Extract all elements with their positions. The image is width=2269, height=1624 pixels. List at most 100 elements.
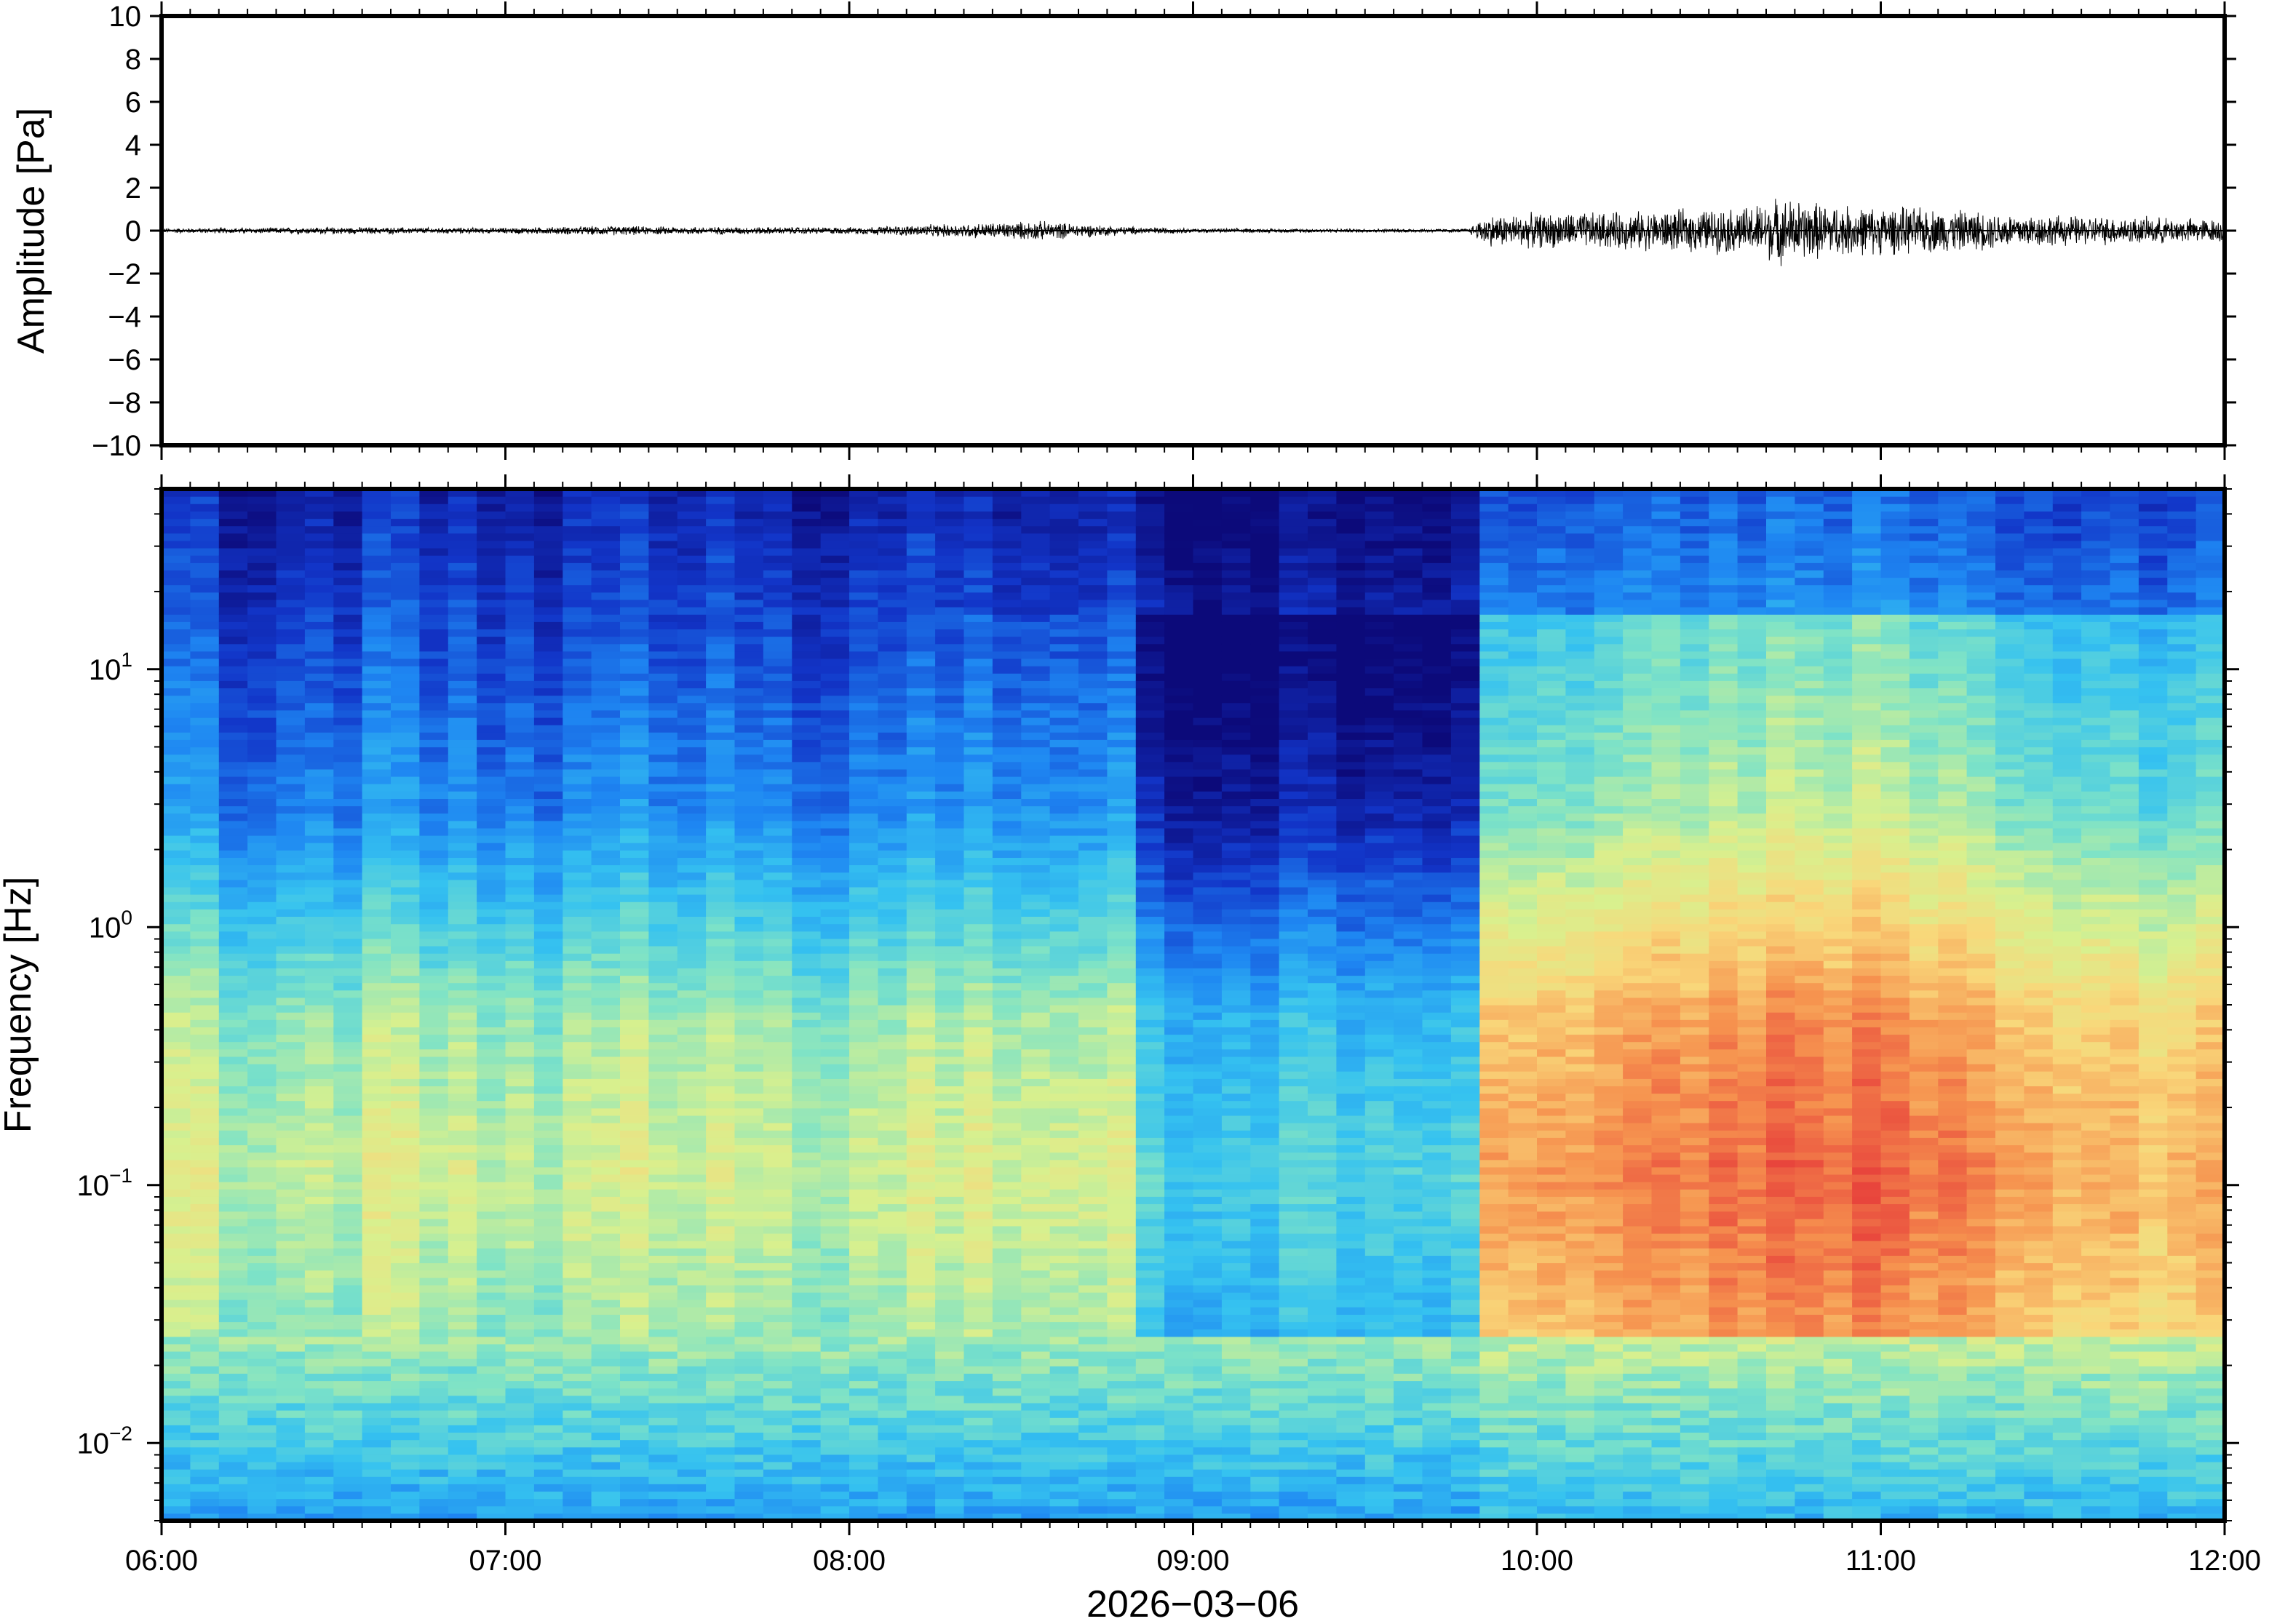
spectrogram-cell [247,754,277,763]
spectrogram-cell [792,732,822,740]
spectrogram-cell [820,1299,850,1307]
spectrogram-cell [1107,768,1137,777]
spectrogram-cell [706,1462,736,1470]
spectrogram-cell [677,850,707,858]
spectrogram-cell [276,946,306,954]
spectrogram-cell [304,1093,334,1102]
spectrogram-cell [563,717,592,725]
spectrogram-cell [648,872,678,880]
spectrogram-cell [849,1307,878,1315]
spectrogram-cell [448,1086,477,1094]
spectrogram-cell [1107,1329,1137,1337]
spectrogram-cell [218,1100,248,1109]
spectrogram-cell [533,1225,563,1234]
spectrogram-cell [448,1211,477,1219]
spectrogram-cell [963,592,993,600]
spectrogram-cell [190,592,220,600]
spectrogram-cell [333,621,363,629]
spectrogram-cell [648,1100,678,1109]
spectrogram-cell [563,931,592,939]
spectrogram-cell [963,872,993,880]
spectrogram-cell [591,1439,621,1448]
spectrogram-cell [533,592,563,600]
spectrogram-cell [505,643,535,652]
spectrogram-cell [563,901,592,909]
spectrogram-cell [935,1417,965,1425]
spectrogram-cell [477,1307,506,1315]
spectrogram-cell [304,643,334,652]
spectrogram-cell [734,1417,764,1425]
spectrogram-cell [1049,1012,1079,1020]
spectrogram-cell [190,1270,220,1278]
spectrogram-cell [419,1174,449,1182]
spectrogram-cell [247,1078,277,1086]
spectrogram-cell [1021,1307,1051,1315]
spectrogram-cell [477,1343,506,1352]
spectrogram-cell [1021,835,1051,843]
spectrogram-cell [304,555,334,563]
spectrogram-cell [992,1078,1022,1086]
spectrogram-cell [1107,857,1137,866]
spectrogram-cell [247,1307,277,1315]
spectrogram-cell [906,1123,936,1131]
spectrogram-cell [477,820,506,829]
spectrogram-cell [505,1041,535,1050]
spectrogram-cell [734,1373,764,1382]
spectrogram-cell [1135,1218,1165,1227]
spectrogram-cell [391,754,420,763]
spectrogram-cell [734,968,764,976]
spectrogram-cell [906,1469,936,1477]
spectrogram-cell [792,747,822,755]
spectrogram-cell [477,1262,506,1271]
spectrogram-cell [1021,1462,1051,1470]
spectrogram-cell [992,747,1022,755]
spectrogram-cell [878,1270,907,1278]
spectrogram-cell [906,1056,936,1064]
spectrogram-cell [878,1211,907,1219]
spectrogram-cell [218,695,248,704]
spectrogram-cell [362,1329,392,1337]
spectrogram-cell [563,1388,592,1396]
spectrogram-cell [906,960,936,968]
spectrogram-cell [878,1115,907,1123]
spectrogram-cell [419,1115,449,1123]
spectrogram-cell [304,1189,334,1197]
spectrogram-cell [304,1491,334,1500]
spectrogram-cell [1107,1233,1137,1241]
spectrogram-cell [591,1432,621,1441]
spectrogram-cell [391,901,420,909]
spectrogram-cell [734,1343,764,1352]
spectrogram-cell [992,1358,1022,1366]
spectrogram-cell [648,805,678,814]
spectrogram-cell [391,1505,420,1514]
spectrogram-cell [276,650,306,659]
spectrogram-cell [763,1410,792,1418]
spectrogram-cell [763,1071,792,1079]
spectrogram-cell [734,511,764,520]
spectrogram-cell [906,562,936,570]
spectrogram-cell [1049,1115,1079,1123]
spectrogram-cell [304,938,334,947]
spectrogram-cell [792,768,822,777]
spectrogram-cell [992,1395,1022,1404]
spectrogram-cell [391,1166,420,1175]
spectrogram-cell [1021,1505,1051,1514]
spectrogram-cell [448,599,477,608]
spectrogram-cell [792,548,822,556]
spectrogram-cell [563,1064,592,1072]
spectrogram-cell [1107,1130,1137,1138]
spectrogram-cell [963,725,993,733]
spectrogram-cell [591,1277,621,1286]
spectrogram-cell [992,946,1022,954]
spectrogram-cell [906,658,936,666]
spectrogram-cell [190,923,220,932]
spectrogram-cell [419,1262,449,1271]
spectrogram-cell [648,1189,678,1197]
spectrogram-cell [419,1137,449,1145]
spectrogram-cell [448,1027,477,1035]
spectrogram-cell [935,1358,965,1366]
spectrogram-cell [849,1189,878,1197]
spectrogram-cell [1107,864,1137,873]
spectrogram-cell [935,1064,965,1072]
spectrogram-cell [218,1255,248,1264]
